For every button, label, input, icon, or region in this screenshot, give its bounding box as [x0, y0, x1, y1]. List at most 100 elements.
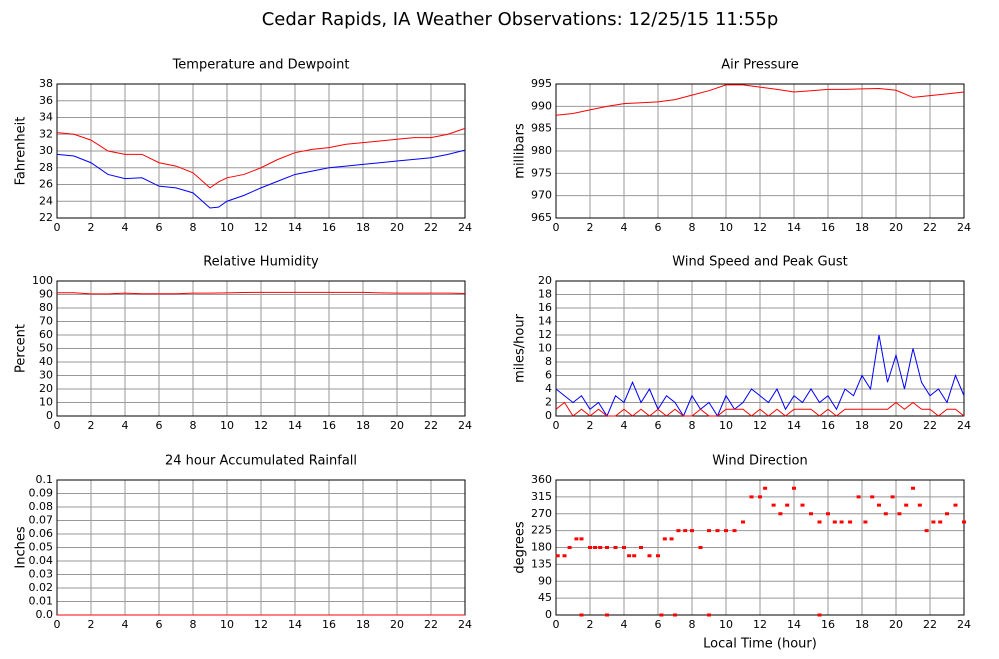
x-tick-label: 0 [553, 419, 560, 432]
data-point [662, 537, 667, 541]
y-tick-label: 225 [531, 524, 552, 537]
x-tick-label: 14 [288, 618, 302, 631]
data-point [832, 520, 837, 524]
data-point [605, 546, 609, 549]
x-tick-label: 2 [587, 221, 594, 234]
chart-title: Wind Speed and Peak Gust [672, 255, 847, 270]
data-point [911, 486, 915, 490]
data-point [639, 546, 643, 549]
data-point [848, 520, 853, 524]
x-tick-label: 6 [655, 618, 662, 631]
x-tick-label: 24 [458, 618, 472, 631]
x-tick-label: 18 [855, 618, 869, 631]
x-tick-label: 22 [923, 419, 937, 432]
x-tick-label: 12 [753, 618, 767, 631]
chart-title: Temperature and Dewpoint [172, 58, 350, 73]
x-tick-label: 20 [889, 419, 903, 432]
y-tick-label: 0 [545, 608, 552, 621]
x-tick-label: 0 [553, 221, 560, 234]
y-tick-label: 38 [39, 77, 53, 90]
x-tick-label: 6 [156, 618, 163, 631]
data-line [555, 84, 965, 116]
data-line [56, 127, 466, 189]
plot-frame [555, 280, 965, 417]
data-point [676, 529, 681, 533]
data-point [673, 613, 677, 617]
y-tick-label: 180 [531, 541, 552, 554]
data-point [877, 503, 881, 507]
data-point [778, 512, 783, 516]
x-tick-label: 24 [957, 618, 971, 631]
data-point [707, 529, 711, 533]
data-line [555, 401, 965, 417]
data-point [817, 613, 822, 617]
x-tick-label: 14 [787, 221, 801, 234]
y-tick-label: 34 [39, 111, 53, 124]
y-tick-label: 315 [531, 490, 552, 503]
y-tick-label: 20 [39, 382, 53, 395]
data-point [555, 554, 560, 558]
x-tick-label: 18 [356, 221, 370, 234]
data-point [945, 512, 949, 516]
data-point [605, 613, 609, 617]
x-tick-label: 8 [689, 419, 696, 432]
x-tick-label: 22 [923, 618, 937, 631]
y-tick-label: 2 [545, 396, 552, 409]
y-tick-label: 0.1 [36, 473, 54, 486]
x-tick-label: 10 [719, 419, 733, 432]
chart-title: Wind Direction [712, 454, 808, 469]
x-tick-label: 6 [156, 221, 163, 234]
x-tick-label: 18 [356, 618, 370, 631]
x-tick-label: 6 [156, 419, 163, 432]
x-tick-label: 4 [621, 419, 628, 432]
x-tick-label: 20 [390, 221, 404, 234]
y-tick-label: 135 [531, 557, 552, 570]
x-tick-label: 10 [719, 221, 733, 234]
data-point [579, 613, 584, 617]
y-tick-label: 24 [39, 194, 53, 207]
x-tick-label: 18 [855, 221, 869, 234]
y-tick-label: 10 [538, 342, 552, 355]
data-line [56, 149, 466, 209]
x-tick-label: 16 [322, 618, 336, 631]
x-tick-label: 14 [787, 618, 801, 631]
y-tick-label: 45 [538, 591, 552, 604]
data-point [659, 613, 664, 617]
data-point [924, 529, 929, 533]
data-point [579, 537, 584, 541]
x-tick-label: 2 [88, 221, 95, 234]
x-tick-label: 4 [122, 221, 129, 234]
y-tick-label: 0 [545, 409, 552, 422]
data-point [931, 520, 936, 524]
data-point [863, 520, 868, 524]
data-point [917, 503, 922, 507]
x-tick-label: 12 [753, 419, 767, 432]
data-point [953, 503, 958, 507]
y-tick-label: 36 [39, 94, 53, 107]
x-tick-label: 20 [390, 419, 404, 432]
x-tick-label: 20 [889, 221, 903, 234]
x-tick-label: 20 [889, 618, 903, 631]
x-tick-label: 4 [621, 618, 628, 631]
y-tick-label: 18 [538, 288, 552, 301]
x-tick-label: 22 [424, 618, 438, 631]
y-axis-label: millibars [513, 123, 528, 179]
data-point [938, 520, 943, 524]
x-tick-label: 24 [458, 419, 472, 432]
data-point [683, 529, 688, 533]
data-point [690, 529, 694, 533]
x-tick-label: 14 [288, 221, 302, 234]
x-tick-label: 8 [689, 618, 696, 631]
x-tick-label: 20 [390, 618, 404, 631]
x-tick-label: 12 [753, 221, 767, 234]
y-tick-label: 985 [531, 122, 552, 135]
data-point [698, 546, 703, 549]
data-point [800, 503, 805, 507]
y-tick-label: 100 [32, 274, 53, 287]
plot-frame [555, 83, 965, 219]
x-tick-label: 8 [689, 221, 696, 234]
data-point [588, 546, 592, 549]
y-tick-label: 975 [531, 166, 552, 179]
y-tick-label: 995 [531, 77, 552, 90]
